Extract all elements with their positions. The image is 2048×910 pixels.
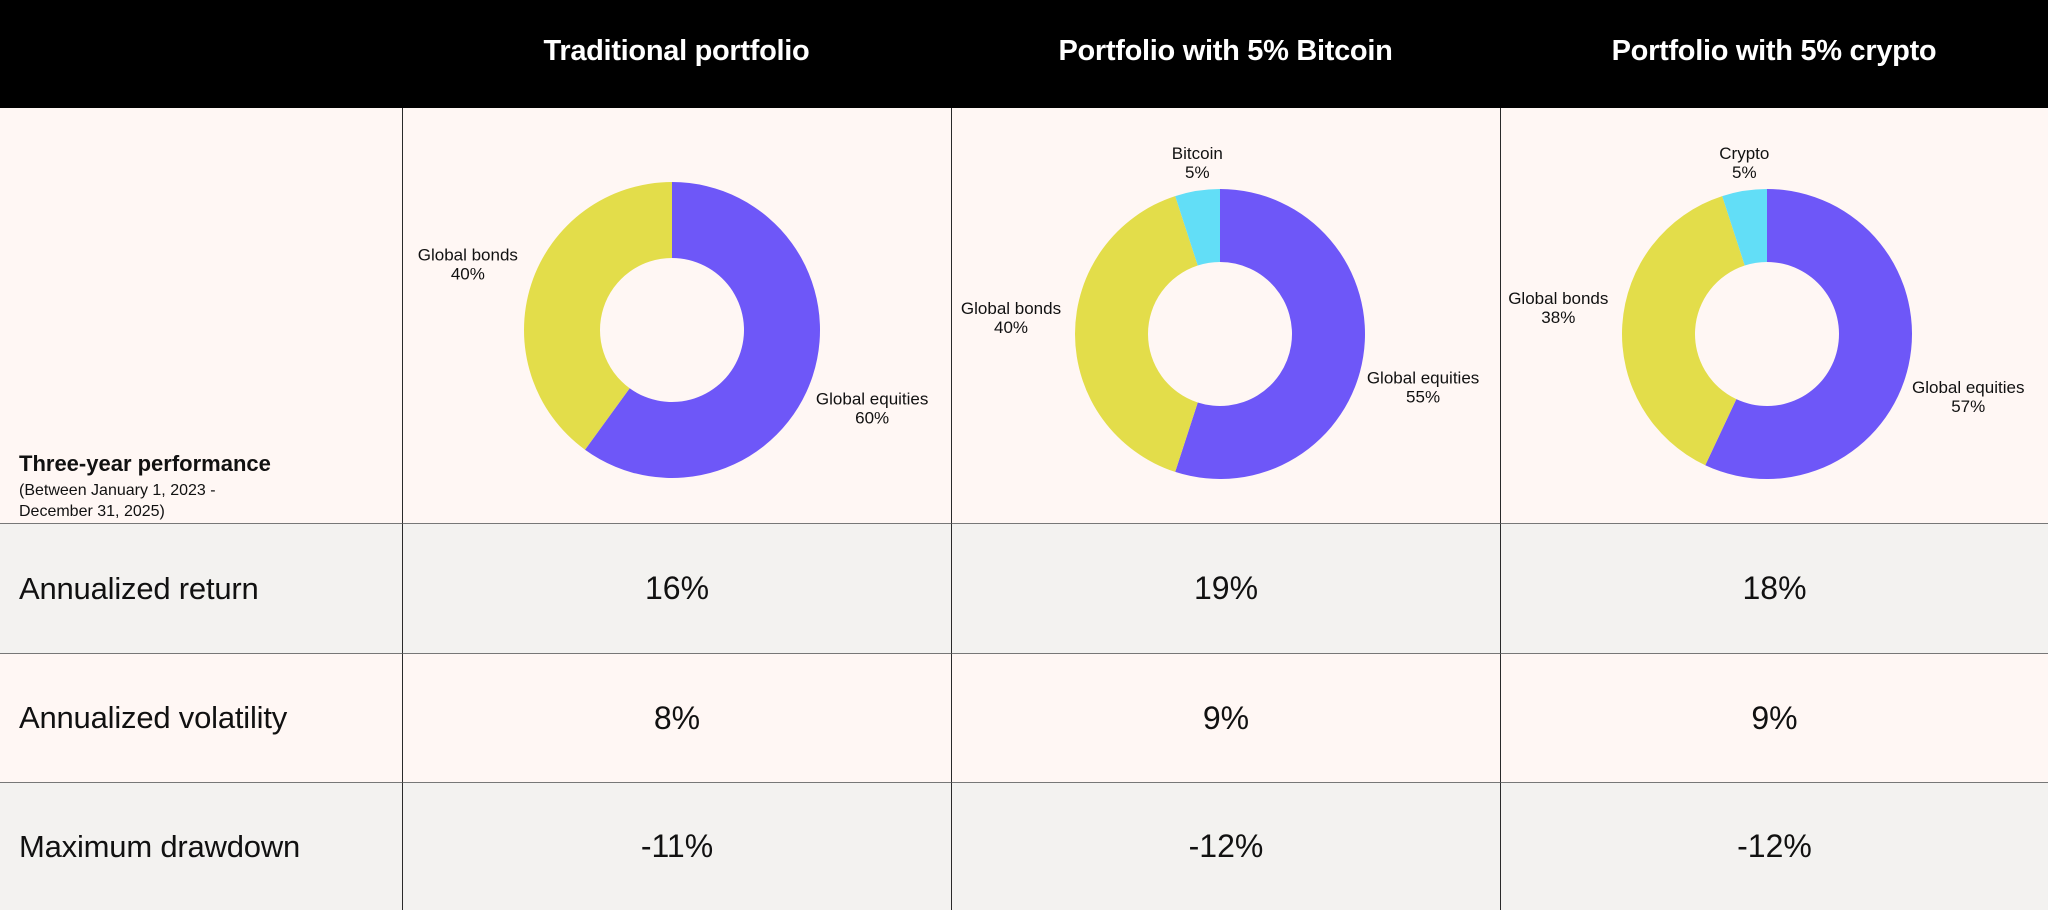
- row-label-maximum-drawdown: Maximum drawdown: [0, 783, 402, 910]
- slice-value-label: 60%: [855, 408, 889, 427]
- slice-value-label: 5%: [1185, 163, 1210, 182]
- slice-value-label: 38%: [1541, 308, 1575, 327]
- slice-value-label: 55%: [1406, 388, 1440, 407]
- annualized-volatility-bitcoin: 9%: [951, 654, 1500, 783]
- donut-slice-crypto: [1722, 189, 1767, 266]
- slice-value-label: 40%: [994, 318, 1028, 337]
- donut-slice-bitcoin: [1175, 189, 1220, 266]
- chart-cell-bitcoin: Global equities 55% Global bonds 40% Bitcoin…: [951, 108, 1500, 524]
- row-label-annualized-volatility: Annualized volatility: [0, 654, 402, 783]
- annualized-volatility-traditional: 8%: [402, 654, 951, 783]
- donut-slice-global-bonds: [1622, 196, 1745, 466]
- slice-name-label: Global bonds: [961, 299, 1061, 318]
- annualized-return-bitcoin: 19%: [951, 524, 1500, 654]
- slice-name-label: Crypto: [1719, 144, 1769, 163]
- donut-slice-global-bonds: [1075, 196, 1198, 472]
- header-empty-cell: [0, 0, 402, 108]
- donut-slice-global-equities: [1175, 189, 1365, 479]
- performance-caption: Three-year performance (Between January …: [19, 451, 271, 522]
- chart-cell-traditional: Global equities 60% Global bonds 40%: [402, 108, 951, 524]
- slice-name-label: Global bonds: [418, 246, 518, 265]
- slice-name-label: Global equities: [1367, 369, 1479, 388]
- slice-name-label: Bitcoin: [1172, 144, 1223, 163]
- annualized-return-traditional: 16%: [402, 524, 951, 654]
- donut-slice-global-equities: [585, 182, 820, 478]
- slice-value-label: 57%: [1951, 397, 1985, 416]
- annualized-volatility-crypto: 9%: [1500, 654, 2048, 783]
- performance-subtitle: (Between January 1, 2023 - December 31, …: [19, 482, 216, 520]
- header-traditional-portfolio: Traditional portfolio: [402, 0, 951, 108]
- chart-cell-crypto: Global equities 57% Global bonds 38% Crypto 5…: [1500, 108, 2048, 524]
- slice-value-label: 5%: [1732, 163, 1757, 182]
- slice-name-label: Global equities: [816, 389, 928, 408]
- performance-label-cell: Three-year performance (Between January …: [0, 108, 402, 524]
- donut-slice-global-bonds: [523, 182, 672, 450]
- donut-slice-global-equities: [1705, 189, 1912, 479]
- header-portfolio-crypto: Portfolio with 5% crypto: [1500, 0, 2048, 108]
- header-portfolio-bitcoin: Portfolio with 5% Bitcoin: [951, 0, 1500, 108]
- slice-name-label: Global equities: [1912, 378, 2024, 397]
- maximum-drawdown-bitcoin: -12%: [951, 783, 1500, 910]
- annualized-return-crypto: 18%: [1500, 524, 2048, 654]
- row-label-annualized-return: Annualized return: [0, 524, 402, 654]
- slice-name-label: Global bonds: [1508, 289, 1608, 308]
- maximum-drawdown-traditional: -11%: [402, 783, 951, 910]
- performance-title: Three-year performance: [19, 451, 271, 476]
- slice-value-label: 40%: [451, 265, 485, 284]
- maximum-drawdown-crypto: -12%: [1500, 783, 2048, 910]
